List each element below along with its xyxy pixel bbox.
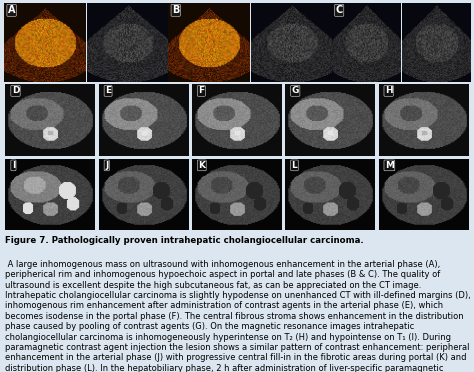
Text: J: J [105, 161, 109, 170]
Text: A: A [8, 5, 15, 15]
Text: H: H [385, 86, 392, 95]
Text: Figure 7. Pathologically proven intrahepatic cholangiocellular carcinoma.: Figure 7. Pathologically proven intrahep… [5, 237, 364, 246]
Text: B: B [172, 5, 180, 15]
Text: K: K [198, 161, 205, 170]
Text: M: M [385, 161, 394, 170]
Text: I: I [12, 161, 15, 170]
Text: D: D [12, 86, 19, 95]
Text: E: E [105, 86, 111, 95]
Text: A large inhomogenous mass on ultrasound with inhomogenous enhancement in the art: A large inhomogenous mass on ultrasound … [5, 260, 471, 372]
Text: F: F [198, 86, 204, 95]
Text: G: G [292, 86, 299, 95]
Text: L: L [292, 161, 297, 170]
Text: C: C [336, 5, 343, 15]
